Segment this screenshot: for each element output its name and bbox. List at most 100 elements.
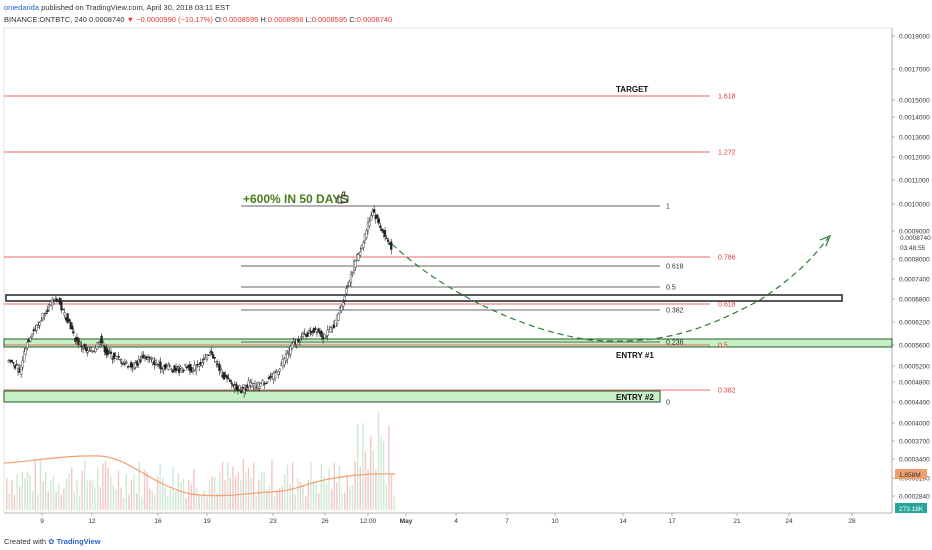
candle-body: [261, 380, 264, 386]
volume-bar: [193, 469, 195, 510]
volume-bar: [237, 472, 239, 510]
candle-body: [170, 368, 173, 370]
volume-bar: [372, 450, 374, 510]
candle-body: [390, 241, 393, 250]
price-tick-label: 0.0014000: [899, 115, 930, 122]
candle-body: [244, 388, 247, 391]
volume-bar: [362, 422, 364, 510]
candle-body: [253, 383, 257, 389]
volume-bar: [102, 463, 104, 510]
candle-body: [117, 356, 120, 358]
volume-bar: [169, 488, 172, 510]
red-fib-label: 0.5: [718, 343, 728, 350]
volume-bar: [357, 423, 359, 510]
volume-bar: [159, 464, 161, 510]
volume-bar: [97, 468, 99, 510]
tradingview-brand[interactable]: TradingView: [56, 537, 101, 546]
volume-bar: [292, 462, 294, 510]
resistance-zone[interactable]: [5, 294, 843, 302]
candle-body: [15, 364, 18, 366]
candle-body: [379, 225, 382, 229]
entry-1-zone[interactable]: [3, 338, 893, 348]
time-tick-label: May: [400, 518, 413, 525]
candle-body: [239, 390, 243, 393]
candle-body: [380, 228, 384, 231]
price-tick-label: 0.0004000: [899, 421, 930, 428]
candle-body: [159, 361, 162, 369]
price-tick-label: 0.0003700: [899, 439, 930, 446]
price-tick-label: 0.0011000: [899, 178, 930, 185]
ohlc-high-label: H:: [260, 15, 268, 24]
black-fib-label: 0.236: [666, 340, 684, 347]
volume-bar: [271, 459, 273, 510]
candle-body: [100, 335, 103, 344]
candle-body: [202, 358, 205, 361]
candle-body: [193, 364, 196, 371]
candle-body: [266, 381, 269, 384]
candle-body: [269, 375, 272, 378]
candle-body: [371, 211, 374, 216]
candle-body: [174, 368, 178, 372]
volume-moving-average: [3, 455, 396, 497]
ohlc-close-label: C:: [349, 15, 357, 24]
volume-bar: [247, 467, 250, 510]
candle-body: [385, 237, 388, 240]
volume-bar: [86, 480, 88, 510]
volume-bar: [180, 481, 182, 510]
chart-footer: Created with ✿ TradingView: [0, 530, 932, 550]
candle-body: [306, 332, 309, 337]
volume-bar: [190, 484, 192, 510]
volume-bar: [55, 491, 57, 510]
volume-bar: [338, 465, 341, 510]
time-tick-label: 14: [619, 518, 627, 525]
author-link[interactable]: oniedarida: [4, 3, 40, 12]
price-change: −0.0000990 (−10.17%): [136, 15, 213, 24]
volume-bar: [58, 483, 60, 510]
candle-body: [112, 352, 116, 359]
volume-bar: [6, 478, 8, 510]
candle-body: [343, 296, 346, 301]
price-axis[interactable]: 0.0019000 0.0017000 0.0015000 0.0014000 0.00…: [892, 34, 930, 501]
volume-bar: [203, 490, 205, 510]
candle-body: [342, 302, 345, 307]
volume-bar: [336, 482, 338, 510]
candle-body: [369, 215, 373, 221]
entry-2-zone[interactable]: [3, 390, 661, 403]
volume-bar: [344, 492, 346, 510]
candle-body: [314, 327, 317, 331]
volume-bar: [13, 494, 16, 510]
volume-bar: [219, 471, 221, 510]
time-tick-label: 16: [154, 518, 162, 525]
volume-bar: [307, 479, 309, 510]
price-tick-label: 0.0010000: [899, 202, 930, 209]
time-tick-label: 9: [40, 518, 44, 525]
time-axis[interactable]: 9 12 16 19 23 26 12:00 May 4 7 10 14 17 21 24 28: [40, 513, 856, 525]
candle-body: [354, 260, 357, 268]
candle-body: [69, 321, 72, 330]
time-tick-label: 23: [269, 518, 277, 525]
price-tick-label: 0.0004800: [899, 380, 930, 387]
symbol-label[interactable]: BINANCE:ONTBTC, 240: [4, 15, 87, 24]
symbol-line: BINANCE:ONTBTC, 240 0.0008740 ▼ −0.00009…: [4, 15, 392, 24]
time-tick-label: 24: [785, 518, 793, 525]
volume-bar: [162, 478, 164, 510]
candle-body: [303, 333, 306, 335]
candle-body: [337, 313, 340, 321]
time-tick-label: 17: [668, 518, 676, 525]
fibonacci-levels[interactable]: 1.618 1.272 0.786 0.618 0.5 0.382 1 0.618 0.5 0.3…: [4, 94, 736, 407]
candle-body: [13, 365, 17, 369]
volume-bar: [232, 466, 234, 510]
volume-bar: [34, 460, 36, 510]
volume-bar: [255, 495, 257, 510]
candle-body: [387, 239, 390, 242]
volume-bar: [349, 486, 351, 510]
red-fib-label: 1.272: [718, 150, 736, 157]
candle-body: [44, 312, 48, 314]
volume-bar: [120, 487, 122, 510]
candle-body: [38, 322, 41, 326]
time-tick-label: 10: [551, 518, 559, 525]
entry-1-label: ENTRY #1: [616, 351, 654, 360]
black-fib-label: 0.5: [666, 285, 676, 292]
tradingview-logo-icon[interactable]: ✿: [48, 537, 55, 546]
